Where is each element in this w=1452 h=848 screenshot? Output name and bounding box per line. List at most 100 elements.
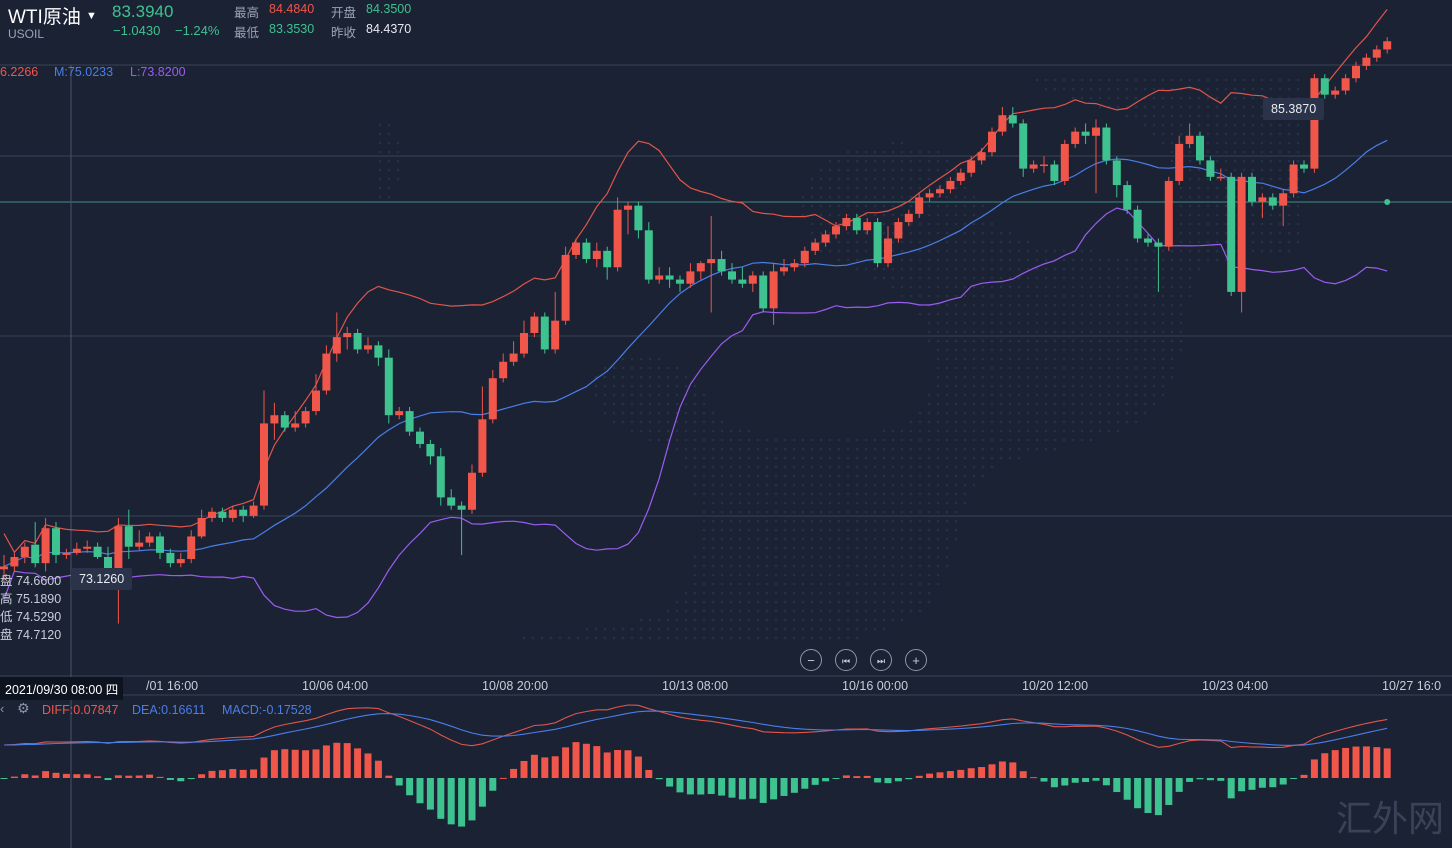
- map-dot: [1161, 357, 1165, 361]
- map-dot: [810, 564, 814, 568]
- map-dot: [1188, 159, 1192, 163]
- candle-body: [676, 279, 684, 284]
- candle-body: [83, 546, 92, 549]
- gear-icon[interactable]: ⚙: [17, 700, 30, 716]
- map-dot: [1026, 249, 1030, 253]
- map-dot: [945, 447, 949, 451]
- candle: [821, 230, 830, 247]
- map-dot: [855, 636, 859, 640]
- map-dot: [828, 492, 832, 496]
- map-dot: [765, 447, 769, 451]
- map-dot: [882, 186, 886, 190]
- map-dot: [711, 600, 715, 604]
- map-dot: [711, 465, 715, 469]
- map-dot: [882, 438, 886, 442]
- macd-bar: [593, 746, 601, 778]
- map-dot: [927, 546, 931, 550]
- map-dot: [1161, 393, 1165, 397]
- candle-body: [239, 509, 248, 516]
- map-dot: [855, 267, 859, 271]
- map-dot: [1260, 231, 1264, 235]
- macd-bar: [489, 778, 497, 791]
- map-dot: [891, 510, 895, 514]
- map-dot: [720, 555, 724, 559]
- map-dot: [1296, 78, 1300, 82]
- map-dot: [1161, 78, 1165, 82]
- candle: [1227, 172, 1236, 297]
- candle: [1008, 106, 1017, 128]
- map-dot: [1287, 132, 1291, 136]
- instrument-title[interactable]: WTI原油: [8, 7, 81, 28]
- candle-body: [1081, 131, 1090, 136]
- map-dot: [1143, 375, 1147, 379]
- candle-body: [592, 250, 601, 260]
- next-button[interactable]: ⏭: [870, 649, 892, 671]
- map-dot: [693, 636, 697, 640]
- map-dot: [1080, 78, 1084, 82]
- map-dot: [909, 609, 913, 613]
- prev-button[interactable]: ⏮: [835, 649, 857, 671]
- map-dot: [963, 420, 967, 424]
- macd-bar: [1269, 778, 1277, 788]
- map-dot: [954, 186, 958, 190]
- candle: [530, 312, 539, 338]
- map-dot: [783, 510, 787, 514]
- map-dot: [1206, 258, 1210, 262]
- macd-bar: [135, 775, 143, 778]
- map-dot: [396, 141, 400, 145]
- map-dot: [1071, 321, 1075, 325]
- map-dot: [828, 510, 832, 514]
- candle: [447, 489, 456, 510]
- map-dot: [927, 177, 931, 181]
- collapse-icon[interactable]: ‹: [0, 701, 5, 716]
- map-dot: [540, 636, 544, 640]
- map-dot: [1287, 159, 1291, 163]
- map-dot: [1080, 339, 1084, 343]
- map-dot: [1134, 294, 1138, 298]
- map-dot: [855, 258, 859, 262]
- chevron-down-icon[interactable]: ▼: [86, 10, 97, 22]
- map-dot: [1188, 96, 1192, 100]
- map-dot: [684, 384, 688, 388]
- map-dot: [738, 564, 742, 568]
- map-dot: [1044, 447, 1048, 451]
- macd-bar: [1227, 778, 1235, 799]
- map-dot: [918, 267, 922, 271]
- map-dot: [1035, 384, 1039, 388]
- map-dot: [1233, 105, 1237, 109]
- map-dot: [891, 546, 895, 550]
- map-dot: [945, 258, 949, 262]
- map-dot: [648, 438, 652, 442]
- map-dot: [720, 537, 724, 541]
- map-dot: [1071, 258, 1075, 262]
- map-dot: [927, 465, 931, 469]
- map-dot: [936, 276, 940, 280]
- map-dot: [1116, 96, 1120, 100]
- map-dot: [738, 546, 742, 550]
- map-dot: [864, 519, 868, 523]
- map-dot: [909, 501, 913, 505]
- map-dot: [918, 582, 922, 586]
- map-dot: [756, 438, 760, 442]
- map-dot: [792, 492, 796, 496]
- map-dot: [945, 231, 949, 235]
- zoom-out-button[interactable]: −: [800, 649, 822, 671]
- map-dot: [954, 168, 958, 172]
- map-dot: [963, 204, 967, 208]
- map-dot: [909, 150, 913, 154]
- map-dot: [990, 285, 994, 289]
- map-dot: [612, 384, 616, 388]
- map-dot: [738, 636, 742, 640]
- time-label: 10/27 16:0: [1382, 679, 1442, 693]
- map-dot: [648, 375, 652, 379]
- map-dot: [1161, 249, 1165, 253]
- candle: [270, 402, 279, 440]
- macd-bar: [364, 753, 372, 778]
- map-dot: [945, 501, 949, 505]
- candle: [1341, 74, 1350, 95]
- map-dot: [864, 177, 868, 181]
- map-dot: [810, 177, 814, 181]
- zoom-in-button[interactable]: +: [905, 649, 927, 671]
- map-dot: [693, 627, 697, 631]
